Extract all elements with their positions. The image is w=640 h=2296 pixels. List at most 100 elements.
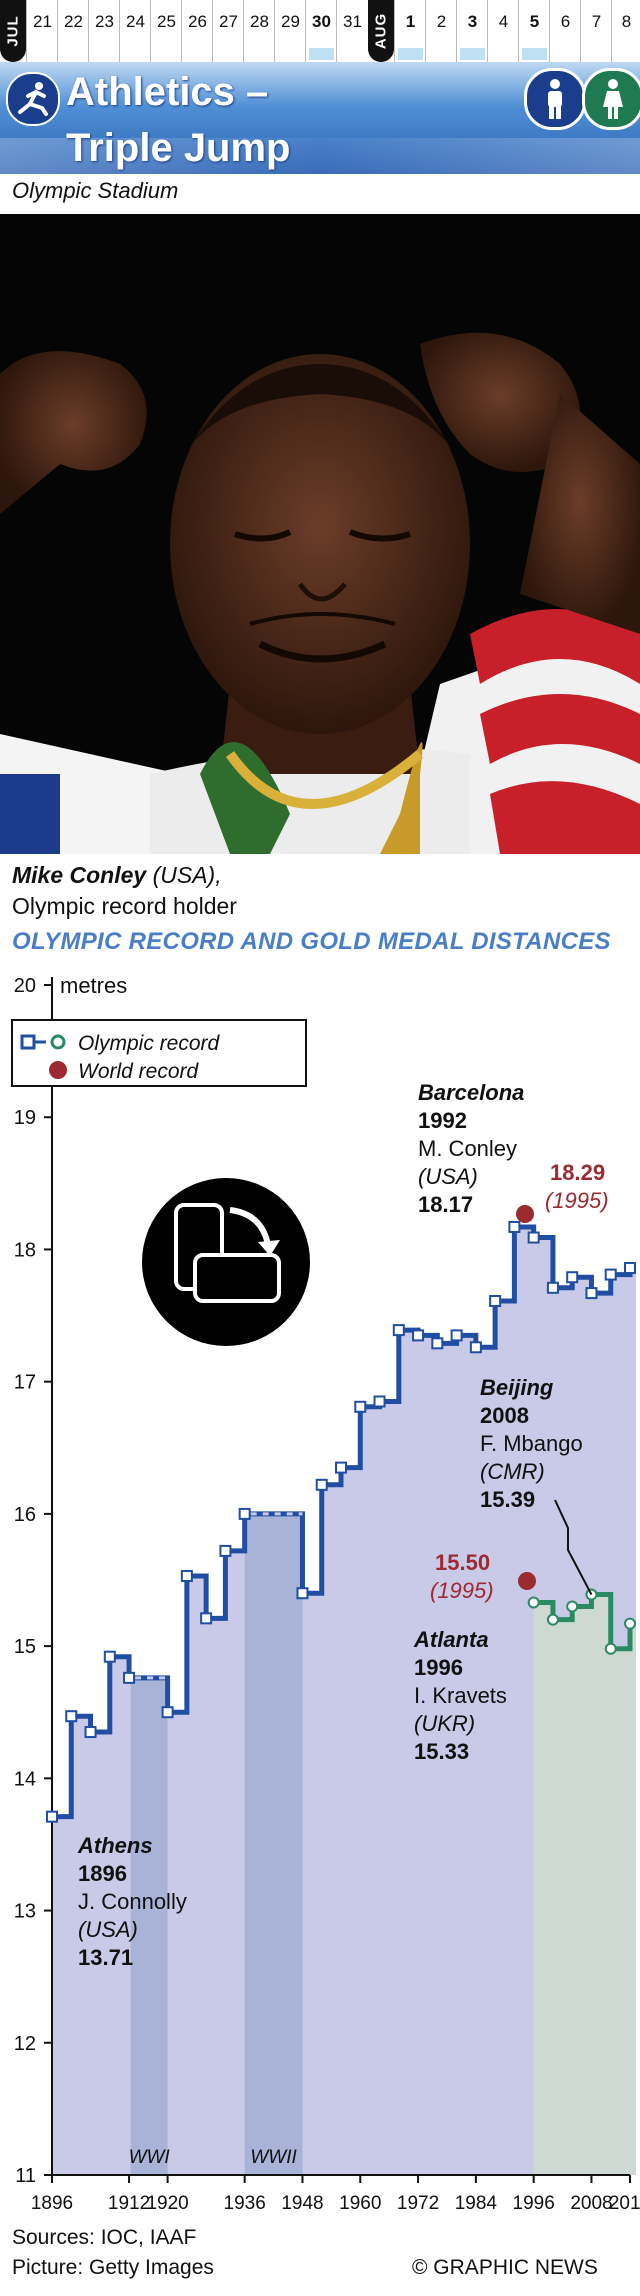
photo-caption: Mike Conley (USA), Olympic record holder — [12, 860, 237, 922]
annotation-year: 1996 — [414, 1655, 463, 1680]
data-point-men — [219, 1544, 232, 1557]
annotation-value: 13.71 — [78, 1945, 133, 1970]
wwi-label: WWI — [129, 2147, 171, 2168]
wr-year-men: (1995) — [545, 1188, 609, 1213]
calendar-day: 23 — [88, 0, 120, 62]
male-icon — [524, 68, 586, 130]
data-point-men — [200, 1612, 213, 1625]
y-tick-label: 19 — [14, 1107, 36, 1129]
annotation-athlete: M. Conley — [418, 1136, 517, 1161]
wr-value-women: 15.50 — [435, 1550, 490, 1575]
annotation-year: 1992 — [418, 1108, 467, 1133]
athlete-name: Mike Conley — [12, 862, 147, 888]
calendar-day: 4 — [487, 0, 519, 62]
annotation-value: 15.33 — [414, 1739, 469, 1764]
calendar-day: 24 — [119, 0, 151, 62]
x-tick-label: 1912 — [108, 2193, 150, 2214]
y-tick-label: 11 — [15, 2165, 36, 2187]
y-axis-label: metres — [60, 973, 127, 998]
data-point-men — [624, 1261, 636, 1274]
calendar-day: 3 — [456, 0, 488, 62]
data-point-men — [527, 1231, 540, 1244]
wwi-band — [130, 1677, 168, 2175]
calendar-day: 29 — [274, 0, 306, 62]
calendar-day: 6 — [549, 0, 581, 62]
calendar-day: 8 — [611, 0, 640, 62]
legend-women-swatch — [50, 1034, 66, 1050]
data-point-men — [450, 1329, 463, 1342]
calendar-day: 26 — [181, 0, 213, 62]
annotation-athlete: I. Kravets — [414, 1683, 507, 1708]
athlete-role: Olympic record holder — [12, 893, 237, 919]
data-point-men — [412, 1329, 425, 1342]
data-point-men — [469, 1341, 482, 1354]
venue-label: Olympic Stadium — [12, 178, 179, 203]
calendar-day: 31 — [336, 0, 368, 62]
annotation-city: Athens — [77, 1833, 153, 1858]
data-point-men — [373, 1395, 386, 1408]
calendar-day: 21 — [26, 0, 58, 62]
data-point-women — [604, 1642, 617, 1655]
calendar-day: 5 — [518, 0, 550, 62]
beijing-leader — [554, 1499, 593, 1596]
calendar-day: 28 — [243, 0, 275, 62]
legend-olympic-label: Olympic record — [78, 1032, 221, 1055]
data-point-men — [103, 1650, 116, 1663]
legend-wr-icon — [49, 1061, 67, 1079]
annotation-value: 15.39 — [480, 1487, 535, 1512]
page-title: Athletics – Triple Jump — [66, 70, 291, 170]
data-point-men — [335, 1461, 347, 1474]
triple-jump-icon — [6, 72, 60, 126]
data-point-men — [180, 1570, 193, 1583]
y-tick-label: 15 — [14, 1636, 36, 1658]
y-tick-label: 16 — [14, 1504, 36, 1526]
calendar-day: 7 — [580, 0, 612, 62]
data-point-men — [84, 1726, 97, 1739]
y-tick-label: 13 — [14, 1901, 36, 1923]
data-point-men — [46, 1810, 58, 1823]
data-point-men — [65, 1710, 78, 1723]
annotation-value: 18.17 — [418, 1192, 473, 1217]
x-tick-label: 1996 — [513, 2193, 555, 2214]
annotation-city: Atlanta — [413, 1627, 489, 1652]
x-tick-label: 1948 — [281, 2193, 323, 2214]
data-point-men — [238, 1507, 251, 1520]
data-point-men — [354, 1400, 367, 1413]
wr-value-men: 18.29 — [550, 1160, 605, 1185]
data-point-men — [489, 1295, 502, 1308]
athlete-country: (USA), — [146, 862, 222, 888]
athlete-photo — [0, 214, 640, 854]
data-point-men — [161, 1706, 174, 1719]
calendar-day: 30 — [305, 0, 337, 62]
annotation-city: Beijing — [480, 1375, 554, 1400]
month-label-aug: AUG — [368, 0, 394, 62]
month-label-jul: JUL — [0, 0, 26, 62]
x-tick-label: 2008 — [570, 2193, 612, 2214]
x-tick-label: 1960 — [339, 2193, 381, 2214]
graphic-news-credit: © GRAPHIC NEWS — [412, 2256, 598, 2279]
y-tick-label: 14 — [14, 1768, 36, 1790]
annotation-athlete: J. Connolly — [78, 1889, 187, 1914]
x-tick-label: 1920 — [146, 2193, 188, 2214]
sources-text: Sources: IOC, IAAF — [12, 2226, 197, 2249]
data-point-men — [123, 1671, 136, 1684]
calendar-day: 1 — [394, 0, 426, 62]
x-tick-label: 1896 — [31, 2193, 73, 2214]
x-tick-label: 1936 — [224, 2193, 266, 2214]
data-point-men — [431, 1337, 444, 1350]
y-tick-label: 17 — [14, 1372, 36, 1394]
data-point-men — [315, 1478, 328, 1491]
calendar-day: 25 — [150, 0, 182, 62]
calendar-day: 22 — [57, 0, 89, 62]
y-tick-label: 18 — [14, 1239, 36, 1261]
annotation-country: (USA) — [418, 1164, 478, 1189]
annotation-year: 1896 — [78, 1861, 127, 1886]
legend-men-swatch — [20, 1034, 36, 1050]
series-fill-women — [533, 1594, 636, 2175]
data-point-men — [566, 1271, 579, 1284]
data-point-women — [624, 1617, 636, 1630]
series-fill-men — [52, 1226, 636, 2175]
data-point-men — [392, 1324, 405, 1337]
female-icon — [582, 68, 640, 130]
